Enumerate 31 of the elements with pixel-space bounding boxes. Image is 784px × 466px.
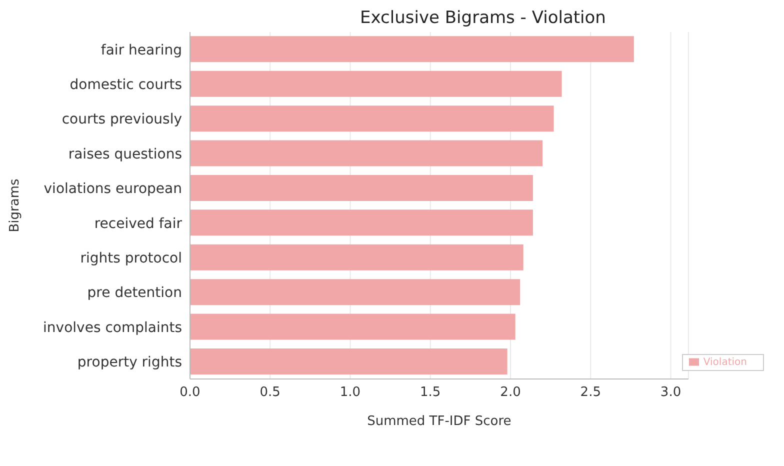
y-tick-label: raises questions [68,146,182,162]
y-tick-label: violations european [44,181,182,198]
x-axis-title: Summed TF-IDF Score [367,414,512,429]
bar [190,244,524,270]
y-tick-label: pre detention [87,285,182,302]
x-tick-label: 2.0 [500,385,521,400]
bar [190,174,533,201]
bar [190,279,520,306]
y-tick-label: property rights [77,354,182,371]
y-tick-label: courts previously [62,112,182,128]
y-tick-label: involves complaints [43,320,182,336]
x-tick-label: 1.5 [420,385,441,400]
bar [190,348,508,374]
x-tick-label: 2.5 [580,385,601,400]
y-axis-title: Bigrams [8,178,23,232]
bar [190,106,554,132]
y-tick-label: rights protocol [80,250,182,267]
x-tick-label: 3.0 [660,385,682,400]
x-tick-label: 0.5 [260,385,280,400]
x-tick-label: 0.0 [180,385,200,400]
chart-title: Exclusive Bigrams - Violation [359,8,607,28]
y-tick-label: received fair [94,216,182,232]
bar [190,36,634,62]
legend-label: Violation [703,357,747,368]
y-tick-label: fair hearing [100,42,182,58]
y-tick-label: domestic courts [70,77,182,94]
x-tick-label: 1.0 [340,385,361,400]
bar [190,70,562,97]
bar [190,314,516,340]
bar [190,140,543,166]
bar [190,210,533,236]
